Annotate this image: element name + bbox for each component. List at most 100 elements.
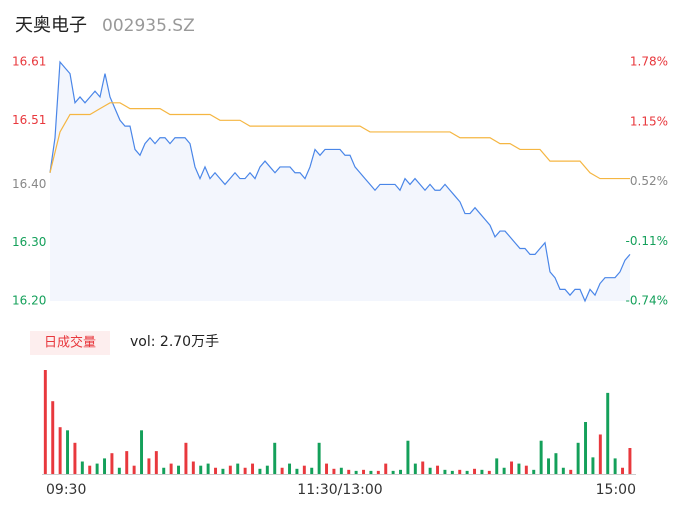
y2-tick-label: 1.78%	[630, 55, 668, 69]
volume-bar	[265, 465, 269, 474]
volume-bar	[473, 468, 477, 474]
volume-bar	[413, 463, 417, 474]
volume-bar	[606, 392, 610, 474]
volume-bar	[117, 467, 121, 474]
volume-bar	[66, 430, 70, 474]
volume-bar	[621, 467, 625, 474]
volume-bar	[510, 461, 514, 474]
volume-bar	[458, 469, 462, 474]
y-tick-label: 16.61	[12, 55, 46, 69]
volume-bar	[399, 469, 403, 474]
volume-bar	[569, 469, 573, 474]
y2-tick-label: -0.74%	[626, 294, 668, 308]
volume-bar	[214, 467, 218, 474]
volume-bar	[295, 468, 299, 474]
volume-bar	[258, 468, 262, 474]
volume-bar	[561, 467, 565, 474]
volume-bar	[554, 453, 558, 474]
volume-bar	[576, 442, 580, 474]
volume-bar	[539, 440, 543, 474]
volume-bar	[221, 468, 225, 474]
volume-bar	[421, 461, 425, 474]
volume-bar	[325, 463, 329, 474]
volume-bar	[547, 458, 551, 474]
volume-bar	[228, 465, 232, 474]
volume-bar	[147, 458, 151, 474]
volume-bar	[132, 465, 136, 474]
volume-bar	[51, 401, 55, 474]
volume-bar	[236, 463, 240, 474]
volume-bar	[184, 442, 188, 474]
volume-bar	[103, 458, 107, 474]
volume-bar	[384, 463, 388, 474]
y2-tick-label: -0.11%	[626, 234, 668, 248]
volume-total: vol: 2.70万手	[130, 334, 219, 350]
volume-bar	[391, 470, 395, 474]
volume-bar	[436, 465, 440, 474]
volume-bar	[502, 467, 506, 474]
volume-bar	[376, 470, 380, 474]
volume-bar	[206, 463, 210, 474]
volume-bar	[362, 469, 366, 474]
volume-bar	[487, 470, 491, 474]
chart-title: 天奥电子	[15, 15, 87, 36]
volume-bar	[73, 442, 77, 474]
y-tick-label: 16.51	[12, 113, 46, 127]
volume-bar	[302, 465, 306, 474]
volume-bar	[584, 422, 588, 474]
volume-bar	[58, 427, 62, 474]
x-tick-label: 09:30	[46, 482, 86, 498]
volume-bar	[347, 469, 351, 474]
volume-bar	[591, 457, 595, 474]
volume-bar	[369, 470, 373, 474]
price-line	[49, 60, 631, 303]
y-tick-label: 16.30	[12, 235, 46, 249]
volume-bar	[317, 442, 321, 474]
volume-label-bg	[30, 331, 110, 355]
volume-bar	[465, 470, 469, 474]
volume-bar	[154, 451, 158, 474]
volume-bar	[273, 442, 277, 474]
volume-bar	[162, 467, 166, 474]
volume-bar	[332, 468, 336, 474]
volume-bar	[613, 458, 617, 474]
volume-bar	[280, 467, 284, 474]
volume-bar	[191, 461, 195, 474]
price-area	[50, 62, 630, 301]
volume-bar	[339, 467, 343, 474]
volume-bar	[140, 430, 144, 474]
volume-bar	[443, 469, 447, 474]
x-tick-label: 15:00	[596, 482, 636, 498]
volume-label: 日成交量	[44, 335, 96, 351]
volume-bar	[354, 470, 358, 474]
average-line	[49, 102, 630, 180]
volume-bar	[43, 370, 47, 474]
volume-bar	[243, 467, 247, 474]
volume-bar	[532, 469, 536, 474]
volume-bar	[251, 463, 255, 474]
volume-bar	[199, 465, 203, 474]
volume-bar	[88, 465, 92, 474]
volume-bar	[95, 463, 99, 474]
volume-bar	[80, 461, 84, 474]
y-tick-label: 16.40	[12, 177, 46, 191]
y-tick-label: 16.20	[12, 294, 46, 308]
volume-bar	[110, 453, 114, 474]
volume-bar	[406, 440, 410, 474]
volume-bar	[598, 434, 602, 474]
volume-bar	[628, 448, 632, 474]
y2-tick-label: 0.52%	[630, 174, 668, 188]
volume-bar	[517, 463, 521, 474]
volume-bar	[524, 465, 528, 474]
volume-bar	[288, 463, 292, 474]
volume-bar	[480, 469, 484, 474]
volume-bar	[125, 451, 129, 474]
x-tick-label: 11:30/13:00	[297, 482, 382, 498]
volume-bar	[310, 467, 314, 474]
volume-bar	[495, 458, 499, 474]
y2-tick-label: 1.15%	[630, 114, 668, 128]
volume-bar	[450, 470, 454, 474]
volume-bar	[428, 467, 432, 474]
volume-bar	[177, 465, 181, 474]
